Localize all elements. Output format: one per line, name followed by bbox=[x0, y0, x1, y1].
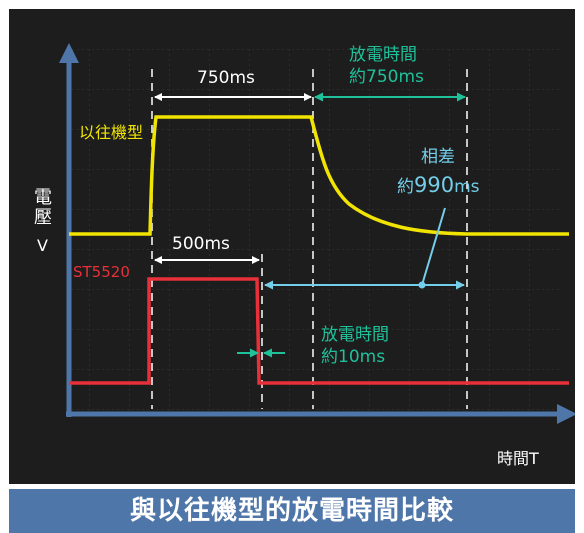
st5520-width-label: 500ms bbox=[172, 234, 230, 254]
difference-prefix: 約 bbox=[397, 177, 414, 197]
grid bbox=[69, 49, 559, 414]
x-axis-label: 時間T bbox=[497, 449, 539, 468]
difference-value: 990 bbox=[414, 173, 455, 197]
x-axis-arrowhead bbox=[557, 404, 575, 424]
st5520-discharge-label-line1: 放電時間 bbox=[321, 325, 389, 345]
legacy-waveform bbox=[69, 115, 569, 236]
legacy-discharge-label-line1: 放電時間 bbox=[349, 45, 417, 65]
legacy-name-label: 以往機型 bbox=[79, 123, 144, 142]
st5520-name-label: ST5520 bbox=[73, 263, 130, 281]
legacy-width-label: 750ms bbox=[197, 68, 255, 88]
y-axis-arrowhead bbox=[59, 43, 79, 63]
title-banner: 與以往機型的放電時間比較 bbox=[9, 489, 575, 533]
waveform-diagram bbox=[59, 43, 575, 424]
st5520-waveform bbox=[69, 277, 569, 385]
difference-leader bbox=[421, 207, 446, 286]
difference-label-line1: 相差 bbox=[421, 147, 455, 167]
y-axis-label-text: 電壓 bbox=[31, 187, 52, 227]
difference-label-line2: 約990ms bbox=[397, 175, 480, 196]
difference-leader-dot bbox=[418, 281, 426, 289]
difference-unit: ms bbox=[454, 177, 480, 197]
legacy-discharge-label-line2: 約750ms bbox=[349, 67, 424, 87]
st5520-discharge-label-line2: 約10ms bbox=[321, 347, 386, 367]
y-axis-label-unit: V bbox=[37, 236, 48, 255]
oscilloscope-panel: 750ms 放電時間 約750ms 以往機型 相差 約990ms 電壓 V 50… bbox=[9, 9, 575, 484]
y-axis-label-main: 電壓 bbox=[31, 187, 52, 231]
